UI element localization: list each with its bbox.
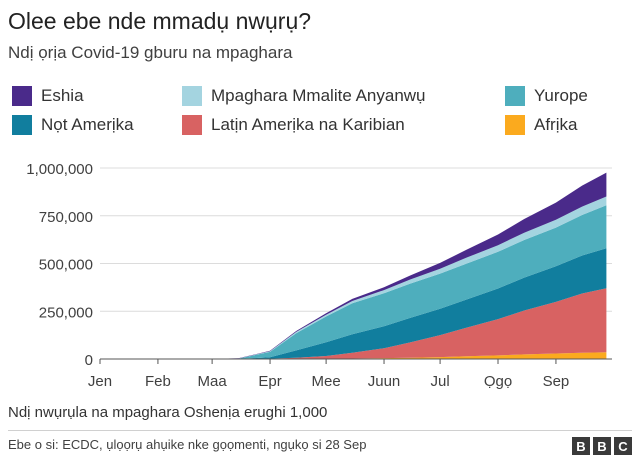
area-series (100, 288, 607, 359)
x-tick-label: Feb (145, 373, 171, 390)
y-tick-label: 1,000,000 (26, 161, 93, 178)
bbc-logo: B B C (572, 437, 632, 455)
legend-swatch (12, 115, 32, 135)
legend-label: Afrịka (534, 115, 578, 134)
legend-swatch (12, 86, 32, 106)
area-series (100, 205, 607, 359)
y-tick-label: 250,000 (39, 304, 93, 321)
y-tick-label: 750,000 (39, 209, 93, 226)
source-text: Ebe o si: ECDC, ụlọọrụ ahụike nke gọọmen… (8, 437, 367, 452)
footer-divider (8, 430, 632, 431)
legend-swatch (182, 86, 202, 106)
x-tick-label: Maa (198, 373, 228, 390)
area-series (100, 248, 607, 359)
legend-item: Afrịka (505, 114, 577, 136)
legend-label: Yurope (534, 86, 588, 105)
chart-legend: Eshia Mpaghara Mmalite Anyanwụ Yurope Nọt A… (12, 85, 632, 141)
area-series (100, 352, 607, 359)
x-tick-label: Jul (430, 373, 449, 390)
stacked-area-chart: 0 250,000 500,000 750,000 1,000,000 Jen Feb Maa… (26, 161, 612, 390)
x-tick-label: Epr (258, 373, 281, 390)
legend-item: Mpaghara Mmalite Anyanwụ (182, 85, 426, 107)
legend-label: Eshia (41, 86, 84, 105)
logo-letter: C (614, 437, 632, 455)
x-tick-label: Sep (543, 373, 570, 390)
logo-letter: B (593, 437, 611, 455)
legend-item: Latịn Amerịka na Karibian (182, 114, 405, 136)
legend-swatch (505, 115, 525, 135)
x-tick-label: Jen (88, 373, 112, 390)
legend-swatch (505, 86, 525, 106)
footnote: Ndị nwụrụla na mpaghara Oshenịa erughi 1… (8, 404, 328, 421)
legend-label: Nọt Amerịka (41, 115, 134, 134)
chart-title: Olee ebe nde mmadụ nwụrụ? (8, 8, 312, 34)
legend-label: Mpaghara Mmalite Anyanwụ (211, 86, 426, 105)
x-tick-label: Juun (368, 373, 401, 390)
chart-subtitle: Ndị ọrịa Covid-19 gburu na mpaghara (8, 43, 293, 62)
legend-swatch (182, 115, 202, 135)
legend-item: Nọt Amerịka (12, 114, 134, 136)
y-tick-label: 0 (85, 352, 93, 369)
y-tick-label: 500,000 (39, 257, 93, 274)
legend-item: Yurope (505, 85, 588, 107)
x-tick-label: Ọgọ (484, 373, 512, 390)
logo-letter: B (572, 437, 590, 455)
x-tick-label: Mee (312, 373, 341, 390)
legend-item: Eshia (12, 85, 84, 107)
legend-label: Latịn Amerịka na Karibian (211, 115, 405, 134)
